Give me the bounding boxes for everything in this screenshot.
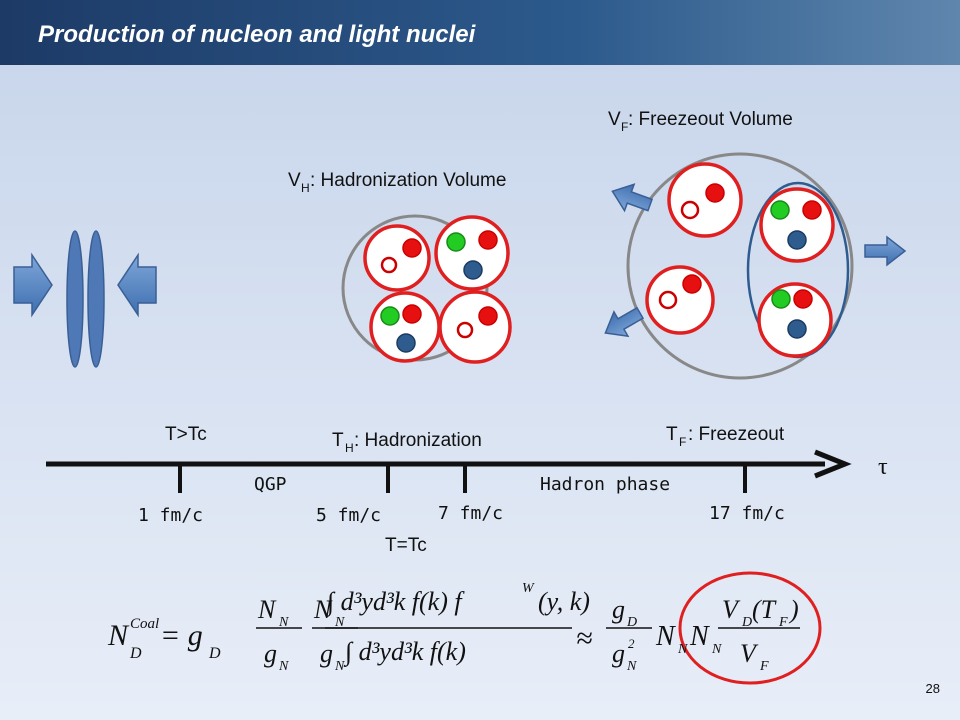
title: Production of nucleon and light nuclei (38, 21, 477, 48)
formula-part: N (655, 621, 676, 652)
time-label: 17 fm/c (709, 503, 785, 524)
formula-part: N (278, 659, 289, 674)
label-sub: F (679, 435, 686, 449)
formula-part: N (107, 619, 130, 652)
formula-part: N (677, 642, 688, 657)
label-main: T (332, 430, 344, 451)
label: T>Tc (165, 424, 207, 445)
formula-part: g (320, 639, 333, 668)
formula-part: D (626, 615, 637, 630)
label-sub: H (345, 441, 354, 455)
freezeout-volume (604, 152, 907, 380)
formula-part: 2 (628, 636, 635, 651)
label-text: : Freezeout (688, 424, 785, 445)
formula-part: ∫ d³yd³k f(k) f (325, 587, 465, 617)
formula-part: N (334, 659, 345, 674)
formula-part: N (711, 642, 722, 657)
label-text: : Freezeout Volume (628, 109, 793, 130)
label-text: : Hadronization (354, 430, 482, 451)
formula-part: D (741, 615, 752, 630)
label-main: T (666, 424, 678, 445)
hadronization-volume (341, 214, 512, 364)
phase-label: Hadron phase (540, 474, 670, 495)
formula-part: V (740, 639, 759, 668)
formula-part: ≈ (576, 622, 592, 655)
label-sub: H (301, 181, 310, 195)
formula-part: = g (160, 619, 203, 652)
phase-label: QGP (254, 474, 287, 495)
formula-part: ∫ d³yd³k f(k) (343, 637, 466, 667)
formula-part: D (208, 645, 221, 662)
time-label: 5 fm/c (316, 505, 381, 526)
formula-part: N (313, 595, 333, 624)
label-main: V (288, 170, 301, 191)
label-text: : Hadronization Volume (310, 170, 506, 191)
formula-part: (y, k) (538, 587, 590, 616)
formula-part: W (522, 581, 535, 596)
formula-part: F (759, 659, 769, 674)
formula-part: (T (752, 595, 777, 624)
formula-part: N (278, 615, 289, 630)
collision (13, 230, 157, 368)
label-main: V (608, 109, 621, 130)
formula-part: N (689, 621, 710, 652)
formula-part: D (129, 645, 142, 662)
header-band (0, 0, 960, 65)
label: T=Tc (385, 535, 427, 556)
page-number: 28 (926, 681, 940, 696)
formula-part: V (722, 595, 741, 624)
formula-part: Coal (130, 616, 159, 632)
formula-part: N (257, 595, 277, 624)
formula-part: g (264, 639, 277, 668)
label-sub: F (621, 120, 628, 134)
formula-part: N (334, 615, 345, 630)
formula-part: F (778, 615, 788, 630)
tau: τ (878, 454, 888, 480)
time-label: 7 fm/c (438, 503, 503, 524)
formula-part: g (612, 595, 625, 624)
formula-part: N (626, 659, 637, 674)
formula-part: ) (788, 595, 799, 624)
formula-part: g (612, 639, 625, 668)
volume-labels: V F : Freezeout Volume V H : Hadronizati… (288, 109, 793, 195)
timeline: T>Tc T H : Hadronization T F : Freezeout… (46, 424, 888, 556)
time-label: 1 fm/c (138, 505, 203, 526)
